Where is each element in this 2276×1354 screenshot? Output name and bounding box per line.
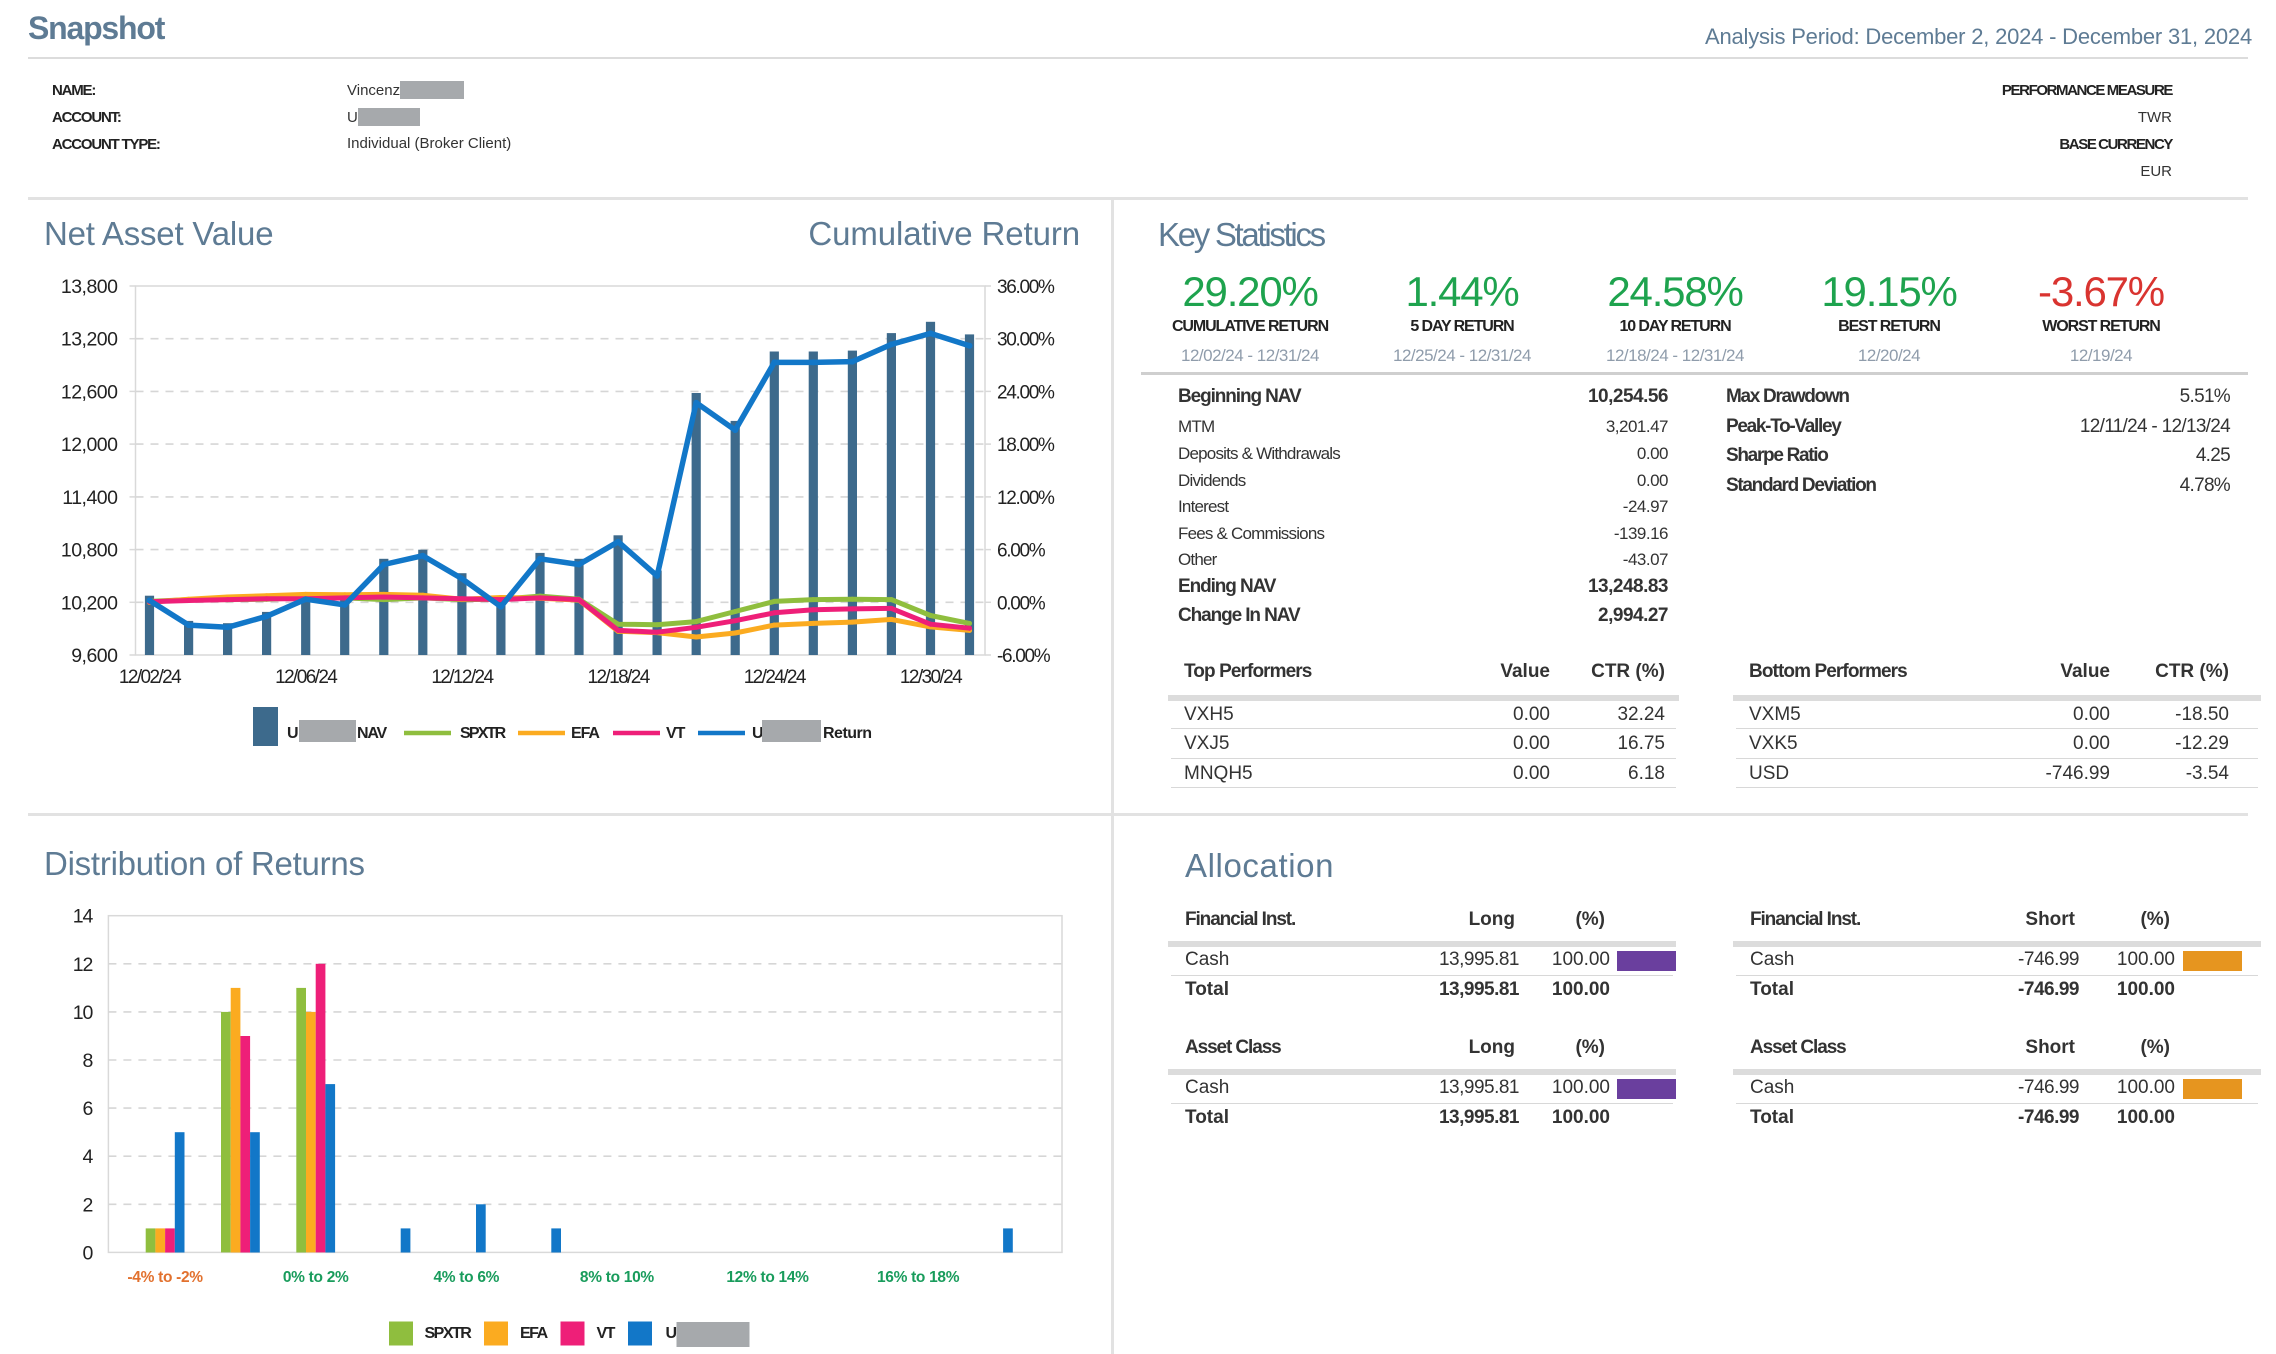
svg-text:Distribution of Returns: Distribution of Returns [44, 845, 365, 882]
svg-text:16% to 18%: 16% to 18% [877, 1269, 960, 1286]
svg-text:9,600: 9,600 [71, 645, 118, 667]
svg-text:12.00%: 12.00% [997, 488, 1055, 509]
svg-text:NAV: NAV [357, 725, 388, 742]
svg-text:12,000: 12,000 [61, 434, 118, 456]
svg-text:12/18/24: 12/18/24 [588, 667, 651, 688]
svg-text:12/24/24: 12/24/24 [744, 667, 807, 688]
svg-text:0% to 2%: 0% to 2% [283, 1269, 349, 1286]
svg-text:12/02/24: 12/02/24 [119, 667, 182, 688]
svg-text:EFA: EFA [571, 725, 600, 742]
svg-text:36.00%: 36.00% [997, 277, 1055, 298]
svg-text:Cumulative Return: Cumulative Return [808, 215, 1080, 252]
svg-text:12/30/24: 12/30/24 [900, 667, 963, 688]
svg-text:6: 6 [83, 1098, 93, 1120]
svg-text:8: 8 [83, 1050, 93, 1072]
svg-text:-4% to -2%: -4% to -2% [127, 1269, 203, 1286]
svg-text:SPXTR: SPXTR [425, 1325, 473, 1342]
svg-text:8% to 10%: 8% to 10% [580, 1269, 654, 1286]
svg-text:Return: Return [823, 725, 872, 742]
svg-text:U: U [666, 1325, 677, 1342]
svg-text:SPXTR: SPXTR [460, 725, 507, 742]
svg-text:VT: VT [666, 725, 686, 742]
svg-text:4% to 6%: 4% to 6% [433, 1269, 499, 1286]
svg-text:18.00%: 18.00% [997, 435, 1055, 456]
svg-text:13,800: 13,800 [61, 276, 118, 298]
svg-text:VT: VT [597, 1325, 616, 1342]
svg-text:12/06/24: 12/06/24 [275, 667, 338, 688]
svg-text:10,200: 10,200 [61, 592, 118, 614]
svg-text:4: 4 [83, 1146, 94, 1168]
svg-text:11,400: 11,400 [62, 487, 118, 509]
svg-text:13,200: 13,200 [61, 329, 118, 351]
svg-text:Net Asset Value: Net Asset Value [44, 215, 273, 252]
svg-text:0: 0 [83, 1242, 94, 1264]
svg-text:EFA: EFA [520, 1325, 549, 1342]
svg-text:6.00%: 6.00% [997, 541, 1046, 562]
svg-text:10,800: 10,800 [61, 540, 118, 562]
svg-text:12,600: 12,600 [61, 381, 118, 403]
svg-text:-6.00%: -6.00% [997, 646, 1051, 667]
svg-text:24.00%: 24.00% [997, 382, 1055, 403]
svg-text:10: 10 [73, 1002, 94, 1024]
svg-text:U: U [287, 725, 298, 742]
svg-text:U: U [752, 725, 763, 742]
svg-text:12: 12 [73, 954, 93, 976]
svg-text:30.00%: 30.00% [997, 330, 1055, 351]
svg-text:2: 2 [83, 1194, 93, 1216]
svg-text:12% to 14%: 12% to 14% [726, 1269, 809, 1286]
svg-text:14: 14 [73, 906, 94, 928]
svg-text:12/12/24: 12/12/24 [431, 667, 494, 688]
svg-text:0.00%: 0.00% [997, 593, 1046, 614]
